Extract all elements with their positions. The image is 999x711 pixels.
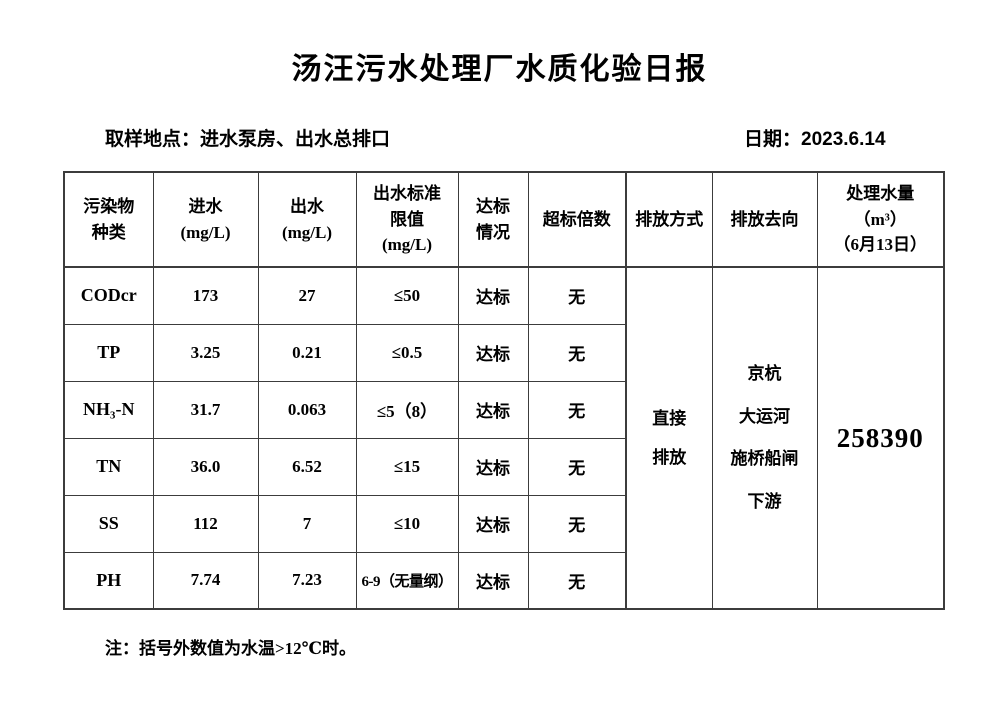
- header-row: 污染物 种类 进水 (mg/L) 出水 (mg/L) 出水标准 限值 (mg/L…: [63, 171, 945, 268]
- cell-pollutant: SS: [63, 494, 154, 553]
- header-pollutant-type: 污染物 种类: [63, 171, 154, 268]
- header-discharge-method: 排放方式: [625, 171, 713, 268]
- cell-exceed: 无: [527, 551, 627, 610]
- cell-treated-volume: 258390: [816, 266, 945, 610]
- cell-inflow: 31.7: [152, 380, 259, 439]
- sampling-location: 取样地点：进水泵房、出水总排口: [105, 129, 391, 150]
- cell-discharge-destination: 京杭 大运河 施桥船闸 下游: [711, 266, 818, 610]
- cell-limit: 6-9（无量纲）: [355, 551, 459, 610]
- table-row: NH₃-N 31.7 0.063 ≤5（8） 达标 无: [63, 380, 944, 439]
- cell-inflow: 173: [152, 266, 259, 325]
- cell-pollutant: CODcr: [63, 266, 154, 325]
- header-exceed-multiple: 超标倍数: [527, 171, 627, 268]
- cell-limit: ≤50: [355, 266, 459, 325]
- cell-pollutant: TN: [63, 437, 154, 496]
- page-title: 汤汪污水处理厂水质化验日报: [291, 53, 708, 86]
- cell-outflow: 6.52: [257, 437, 357, 496]
- cell-exceed: 无: [527, 380, 627, 439]
- cell-pollutant: TP: [63, 323, 154, 382]
- header-discharge-destination: 排放去向: [711, 171, 818, 268]
- cell-limit: ≤0.5: [355, 323, 459, 382]
- cell-exceed: 无: [527, 266, 627, 325]
- footnote: 注：括号外数值为水温>12℃时。: [105, 639, 357, 658]
- cell-compliance: 达标: [457, 266, 529, 325]
- meta-line: 取样地点：进水泵房、出水总排口 日期：2023.6.14: [0, 124, 999, 154]
- cell-compliance: 达标: [457, 323, 529, 382]
- report-date: 日期：2023.6.14: [744, 129, 886, 150]
- cell-outflow: 0.063: [257, 380, 357, 439]
- cell-pollutant: NH₃-N: [63, 380, 154, 439]
- cell-outflow: 0.21: [257, 323, 357, 382]
- cell-exceed: 无: [527, 323, 627, 382]
- cell-limit: ≤10: [355, 494, 459, 553]
- table-row: TN 36.0 6.52 ≤15 达标 无: [63, 437, 944, 496]
- cell-inflow: 112: [152, 494, 259, 553]
- cell-limit: ≤15: [355, 437, 459, 496]
- cell-inflow: 7.74: [152, 551, 259, 610]
- cell-compliance: 达标: [457, 551, 529, 610]
- cell-inflow: 3.25: [152, 323, 259, 382]
- water-quality-table: 污染物 种类 进水 (mg/L) 出水 (mg/L) 出水标准 限值 (mg/L…: [63, 171, 945, 610]
- header-outflow-limit: 出水标准 限值 (mg/L): [355, 171, 459, 268]
- cell-inflow: 36.0: [152, 437, 259, 496]
- table-row: CODcr 173 27 ≤50 达标 无 直接 排放 京杭 大运河 施桥船闸 …: [63, 266, 945, 610]
- table-row: PH 7.74 7.23 6-9（无量纲） 达标 无: [63, 551, 944, 610]
- cell-compliance: 达标: [457, 437, 529, 496]
- header-inflow: 进水 (mg/L): [152, 171, 259, 268]
- cell-exceed: 无: [527, 437, 627, 496]
- cell-compliance: 达标: [457, 494, 529, 553]
- cell-exceed: 无: [527, 494, 627, 553]
- cell-outflow: 27: [257, 266, 357, 325]
- header-outflow: 出水 (mg/L): [257, 171, 357, 268]
- cell-compliance: 达标: [457, 380, 529, 439]
- cell-limit: ≤5（8）: [355, 380, 459, 439]
- cell-outflow: 7.23: [257, 551, 357, 610]
- header-compliance: 达标 情况: [457, 171, 529, 268]
- cell-outflow: 7: [257, 494, 357, 553]
- header-treated-volume: 处理水量 （m³） （6月13日）: [816, 171, 945, 268]
- cell-pollutant: PH: [63, 551, 154, 610]
- cell-discharge-method: 直接 排放: [625, 266, 713, 610]
